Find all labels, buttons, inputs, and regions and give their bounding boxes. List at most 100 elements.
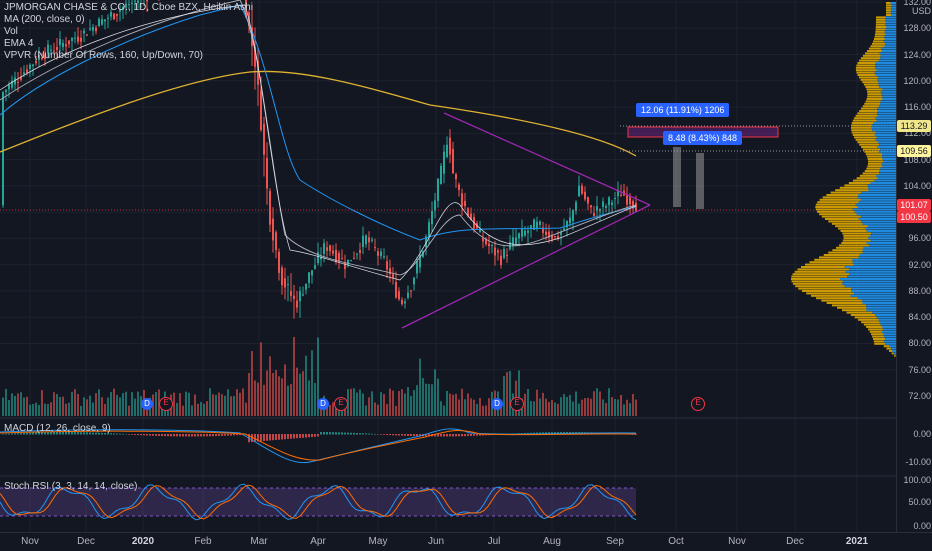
vpvr-row-down bbox=[865, 86, 879, 88]
vpvr-row-up bbox=[879, 172, 896, 174]
dividend-marker[interactable]: D bbox=[491, 398, 503, 410]
candle-body bbox=[305, 284, 307, 290]
volume-bar bbox=[413, 390, 415, 416]
vpvr-row-up bbox=[846, 271, 896, 273]
volume-bar bbox=[602, 399, 604, 416]
volume-bar bbox=[548, 402, 550, 416]
earnings-marker[interactable]: E bbox=[334, 397, 348, 411]
vpvr-row-down bbox=[871, 45, 885, 47]
vpvr-row-down bbox=[821, 300, 862, 302]
volume-bar bbox=[389, 389, 391, 416]
stoch-rsi-legend[interactable]: Stoch RSI (3, 3, 14, 14, close) bbox=[4, 481, 137, 492]
vpvr-row-down bbox=[828, 252, 863, 254]
volume-bar bbox=[224, 396, 226, 416]
candle-body bbox=[527, 231, 529, 233]
macd-histogram-bar bbox=[281, 434, 283, 440]
volume-bar bbox=[593, 391, 595, 416]
vpvr-row-up bbox=[875, 64, 896, 66]
vpvr-row-up bbox=[880, 321, 896, 323]
volume-bar bbox=[191, 405, 193, 416]
vpvr-row-up bbox=[881, 48, 896, 50]
volume-bar bbox=[104, 404, 106, 416]
macd-histogram-bar bbox=[266, 434, 268, 441]
macd-histogram-bar bbox=[386, 434, 388, 435]
dividend-marker[interactable]: D bbox=[317, 398, 329, 410]
time-axis-label: May bbox=[369, 536, 388, 547]
vpvr-row-down bbox=[884, 345, 890, 347]
volume-bar bbox=[569, 395, 571, 416]
macd-histogram-bar bbox=[410, 434, 412, 436]
dividend-marker[interactable]: D bbox=[141, 398, 153, 410]
macd-legend[interactable]: MACD (12, 26, close, 9) bbox=[4, 423, 111, 434]
measure-label-1[interactable]: 12.06 (11.91%) 1206 bbox=[636, 103, 729, 117]
vpvr-row-down bbox=[801, 266, 845, 268]
vpvr-row-down bbox=[886, 2, 891, 4]
vpvr-row-up bbox=[879, 60, 896, 62]
vpvr-row-up bbox=[882, 98, 896, 100]
vpvr-row-down bbox=[795, 285, 845, 287]
vpvr-row-down bbox=[844, 184, 867, 186]
vol-legend[interactable]: Vol bbox=[4, 26, 253, 38]
macd-histogram-bar bbox=[296, 434, 298, 438]
vpvr-row-down bbox=[822, 216, 861, 218]
macd-histogram-bar bbox=[185, 434, 187, 436]
triangle-lower-line bbox=[402, 205, 650, 328]
volume-bar bbox=[287, 386, 289, 416]
symbol-legend[interactable]: JPMORGAN CHASE & CO., 1D, Cboe BZX, Heik… bbox=[4, 2, 253, 14]
vpvr-row-down bbox=[838, 228, 865, 230]
vpvr-row-up bbox=[878, 177, 896, 179]
volume-bar bbox=[95, 393, 97, 416]
macd-histogram-bar bbox=[365, 433, 367, 434]
price-tag: 109.56 bbox=[897, 145, 931, 157]
measure-label-2[interactable]: 8.48 (8.43%) 848 bbox=[663, 131, 742, 145]
volume-bar bbox=[527, 389, 529, 416]
volume-bar bbox=[65, 404, 67, 416]
volume-bar bbox=[434, 369, 436, 416]
volume-bar bbox=[485, 405, 487, 416]
vpvr-row-up bbox=[876, 62, 896, 64]
volume-bar bbox=[74, 389, 76, 416]
macd-histogram-bar bbox=[233, 434, 235, 435]
candle-body bbox=[587, 197, 589, 203]
vpvr-row-up bbox=[842, 283, 896, 285]
volume-bar bbox=[56, 394, 58, 416]
earnings-marker[interactable]: E bbox=[691, 397, 705, 411]
candle-body bbox=[479, 230, 481, 233]
candle-body bbox=[392, 274, 394, 278]
vpvr-row-down bbox=[875, 31, 884, 33]
candle-body bbox=[569, 217, 571, 223]
vpvr-row-up bbox=[862, 223, 896, 225]
candle-body bbox=[602, 201, 604, 206]
vpvr-row-up bbox=[859, 218, 896, 220]
macd-histogram-bar bbox=[230, 434, 232, 436]
candle-body bbox=[344, 263, 346, 269]
macd-histogram-bar bbox=[125, 434, 127, 435]
volume-bar bbox=[425, 384, 427, 416]
vpvr-row-down bbox=[847, 312, 873, 314]
macd-histogram-bar bbox=[221, 434, 223, 436]
earnings-marker[interactable]: E bbox=[510, 397, 524, 411]
candle-body bbox=[380, 252, 382, 257]
macd-histogram-bar bbox=[347, 433, 349, 435]
volume-bar bbox=[245, 403, 247, 416]
candle-body bbox=[614, 198, 616, 199]
vpvr-row-down bbox=[862, 81, 878, 83]
ma-legend[interactable]: MA (200, close, 0) bbox=[4, 14, 253, 26]
measure-bar-1 bbox=[673, 147, 681, 207]
ema-legend[interactable]: EMA 4 bbox=[4, 38, 253, 50]
volume-bar bbox=[53, 392, 55, 416]
vpvr-row-up bbox=[883, 158, 896, 160]
vpvr-row-down bbox=[809, 261, 852, 263]
vpvr-row-up bbox=[866, 307, 896, 309]
vpvr-row-down bbox=[856, 115, 878, 117]
vpvr-row-up bbox=[877, 115, 896, 117]
vpvr-row-up bbox=[862, 302, 896, 304]
volume-bar bbox=[443, 406, 445, 416]
earnings-marker[interactable]: E bbox=[159, 397, 173, 411]
price-axis-label: 72.00 bbox=[908, 391, 931, 401]
vpvr-legend[interactable]: VPVR (Number Of Rows, 160, Up/Down, 70) bbox=[4, 50, 253, 62]
vpvr-row-down bbox=[876, 16, 886, 18]
